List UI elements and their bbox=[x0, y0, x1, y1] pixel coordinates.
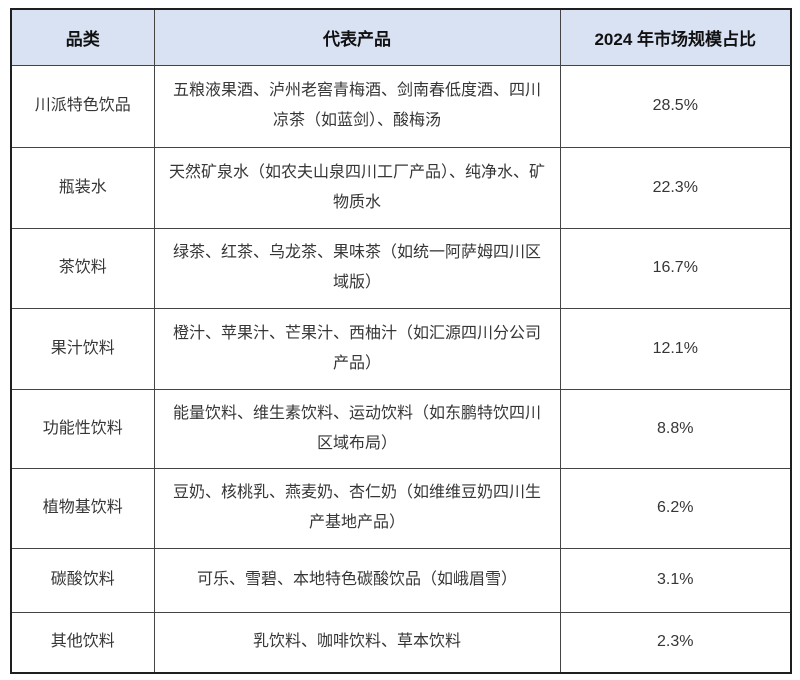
share-cell: 28.5% bbox=[559, 64, 792, 148]
share-cell: 12.1% bbox=[559, 307, 792, 390]
share-cell: 3.1% bbox=[559, 547, 792, 613]
header-products: 代表产品 bbox=[153, 8, 561, 66]
category-cell: 其他饮料 bbox=[10, 611, 155, 674]
products-cell: 五粮液果酒、泸州老窖青梅酒、剑南春低度酒、四川凉茶（如蓝剑）、酸梅汤 bbox=[153, 64, 561, 148]
market-share-table: 品类 代表产品 2024 年市场规模占比 川派特色饮品 五粮液果酒、泸州老窖青梅… bbox=[10, 8, 792, 674]
share-cell: 6.2% bbox=[559, 467, 792, 549]
share-cell: 8.8% bbox=[559, 388, 792, 469]
header-row: 品类 代表产品 2024 年市场规模占比 bbox=[10, 8, 792, 66]
header-market-share: 2024 年市场规模占比 bbox=[559, 8, 792, 66]
table-row: 瓶装水 天然矿泉水（如农夫山泉四川工厂产品）、纯净水、矿物质水 22.3% bbox=[10, 146, 792, 229]
category-cell: 瓶装水 bbox=[10, 146, 155, 229]
table-row: 茶饮料 绿茶、红茶、乌龙茶、果味茶（如统一阿萨姆四川区域版） 16.7% bbox=[10, 227, 792, 309]
products-cell: 能量饮料、维生素饮料、运动饮料（如东鹏特饮四川区域布局） bbox=[153, 388, 561, 469]
category-cell: 功能性饮料 bbox=[10, 388, 155, 469]
table-row: 川派特色饮品 五粮液果酒、泸州老窖青梅酒、剑南春低度酒、四川凉茶（如蓝剑）、酸梅… bbox=[10, 64, 792, 148]
table-row: 功能性饮料 能量饮料、维生素饮料、运动饮料（如东鹏特饮四川区域布局） 8.8% bbox=[10, 388, 792, 469]
table-row: 其他饮料 乳饮料、咖啡饮料、草本饮料 2.3% bbox=[10, 611, 792, 674]
products-cell: 天然矿泉水（如农夫山泉四川工厂产品）、纯净水、矿物质水 bbox=[153, 146, 561, 229]
products-cell: 橙汁、苹果汁、芒果汁、西柚汁（如汇源四川分公司产品） bbox=[153, 307, 561, 390]
category-cell: 川派特色饮品 bbox=[10, 64, 155, 148]
products-cell: 豆奶、核桃乳、燕麦奶、杏仁奶（如维维豆奶四川生产基地产品） bbox=[153, 467, 561, 549]
category-cell: 碳酸饮料 bbox=[10, 547, 155, 613]
products-cell: 可乐、雪碧、本地特色碳酸饮品（如峨眉雪） bbox=[153, 547, 561, 613]
products-cell: 绿茶、红茶、乌龙茶、果味茶（如统一阿萨姆四川区域版） bbox=[153, 227, 561, 309]
share-cell: 22.3% bbox=[559, 146, 792, 229]
header-category: 品类 bbox=[10, 8, 155, 66]
table-row: 植物基饮料 豆奶、核桃乳、燕麦奶、杏仁奶（如维维豆奶四川生产基地产品） 6.2% bbox=[10, 467, 792, 549]
products-cell: 乳饮料、咖啡饮料、草本饮料 bbox=[153, 611, 561, 674]
category-cell: 果汁饮料 bbox=[10, 307, 155, 390]
table-row: 碳酸饮料 可乐、雪碧、本地特色碳酸饮品（如峨眉雪） 3.1% bbox=[10, 547, 792, 613]
table-row: 果汁饮料 橙汁、苹果汁、芒果汁、西柚汁（如汇源四川分公司产品） 12.1% bbox=[10, 307, 792, 390]
category-cell: 植物基饮料 bbox=[10, 467, 155, 549]
table-body: 川派特色饮品 五粮液果酒、泸州老窖青梅酒、剑南春低度酒、四川凉茶（如蓝剑）、酸梅… bbox=[10, 64, 792, 674]
category-cell: 茶饮料 bbox=[10, 227, 155, 309]
share-cell: 16.7% bbox=[559, 227, 792, 309]
share-cell: 2.3% bbox=[559, 611, 792, 674]
